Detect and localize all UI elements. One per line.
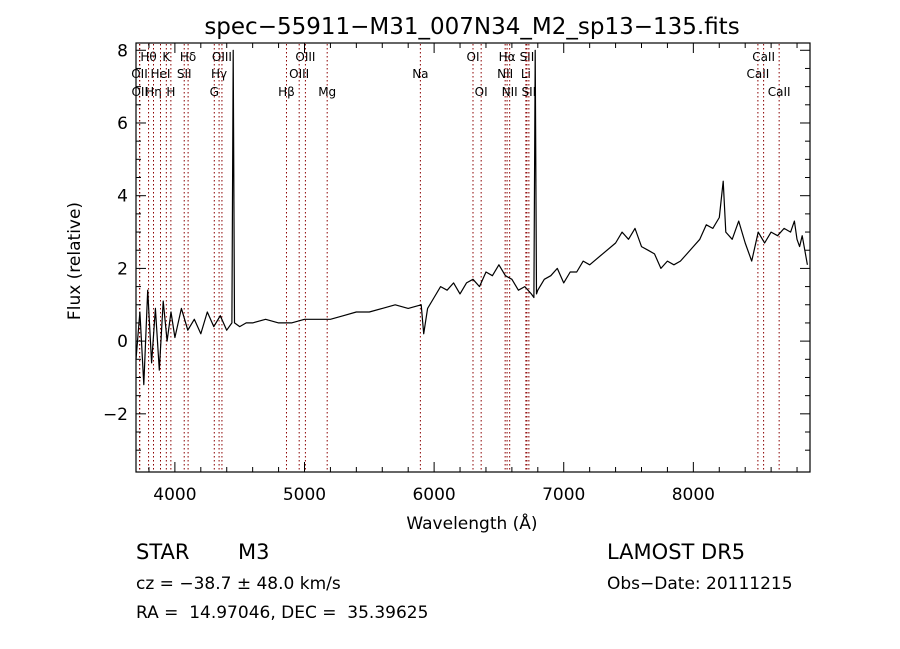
line-label: SII: [520, 50, 535, 64]
flux-series: [135, 49, 808, 386]
flux-line: [135, 49, 808, 386]
line-label: HeI: [151, 67, 171, 81]
line-label: OI: [467, 50, 480, 64]
line-label: Na: [412, 67, 428, 81]
coordinates: RA = 14.97046, DEC = 35.39625: [136, 603, 429, 623]
survey-name: LAMOST DR5: [607, 540, 746, 564]
line-label: OIII: [289, 67, 309, 81]
line-label: Hθ: [140, 50, 156, 64]
x-tick-label: 5000: [283, 485, 326, 505]
chart-title: spec−55911−M31_007N34_M2_sp13−135.fits: [204, 14, 739, 40]
line-label: NII: [497, 67, 513, 81]
line-label: K: [162, 50, 171, 64]
line-label: Hδ: [180, 50, 196, 64]
line-label: Mg: [318, 85, 336, 99]
observation-date: Obs−Date: 20111215: [607, 574, 793, 594]
line-label: NII: [502, 85, 518, 99]
redshift-velocity: cz = −38.7 ± 48.0 km/s: [136, 574, 341, 594]
x-tick-label: 8000: [672, 485, 715, 505]
y-tick-label: −2: [103, 405, 128, 425]
y-tick-label: 6: [117, 114, 128, 134]
line-label: OIII: [212, 50, 232, 64]
y-tick-label: 0: [117, 332, 128, 352]
line-label: Li: [521, 67, 531, 81]
plot-frame: [135, 42, 811, 473]
x-axis-label: Wavelength (Å): [406, 512, 537, 534]
spectral-line-markers: OIIOIIHθHηHeIKHSIIHδGHγOIIIHβOIIIOIIIMgN…: [131, 44, 791, 472]
x-tick-label: 7000: [542, 485, 585, 505]
line-label: H: [166, 85, 175, 99]
line-label: CaII: [746, 67, 769, 81]
line-label: CaII: [768, 85, 791, 99]
line-label: G: [210, 85, 219, 99]
y-tick-label: 8: [117, 41, 128, 61]
line-label: OII: [131, 67, 148, 81]
x-tick-label: 4000: [153, 485, 196, 505]
object-subclass: M3: [238, 540, 270, 564]
y-tick-label: 2: [117, 259, 128, 279]
line-label: Hη: [145, 85, 162, 99]
y-tick-label: 4: [117, 187, 128, 207]
plot-axes: 4000 5000 6000 7000 8000 −2 0 2 4 6 8: [103, 41, 811, 505]
line-label: Hγ: [211, 67, 227, 81]
y-axis-label: Flux (relative): [65, 202, 85, 320]
line-label: CaII: [752, 50, 775, 64]
x-tick-label: 6000: [412, 485, 455, 505]
line-label: OIII: [295, 50, 315, 64]
line-label: Hα: [499, 50, 516, 64]
line-label: SII: [522, 85, 537, 99]
object-class: STAR: [136, 540, 190, 564]
line-label: OI: [475, 85, 488, 99]
line-label: Hβ: [278, 85, 295, 99]
line-label: SII: [177, 67, 192, 81]
